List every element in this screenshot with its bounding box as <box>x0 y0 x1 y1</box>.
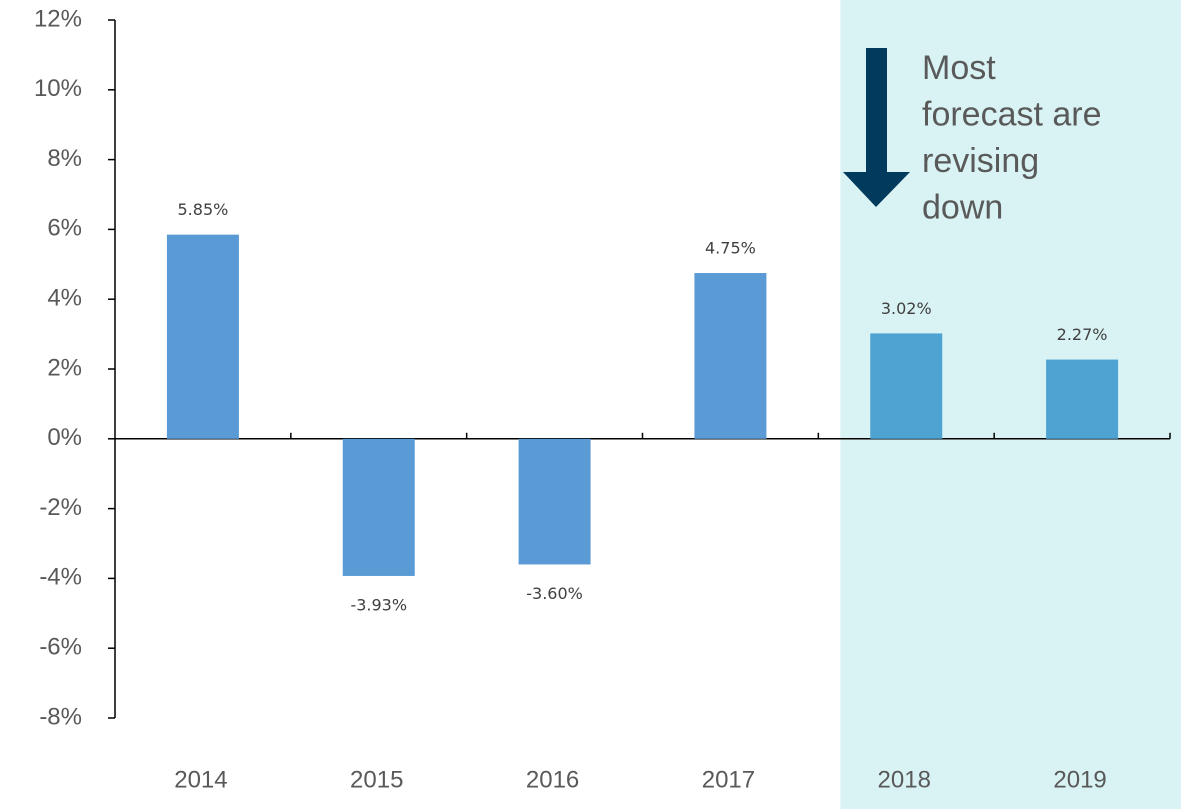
bar <box>166 234 239 439</box>
y-tick-label: 12% <box>34 5 82 32</box>
annotation-text: Most <box>922 49 996 87</box>
x-tick-label: 2016 <box>526 766 579 793</box>
y-tick-label: 10% <box>34 75 82 102</box>
y-tick-label: 4% <box>47 285 82 312</box>
y-tick-label: 2% <box>47 354 82 381</box>
y-tick-label: -8% <box>39 703 82 730</box>
value-label: -3.93% <box>350 595 407 614</box>
bar <box>1046 359 1119 439</box>
value-label: 5.85% <box>178 200 229 219</box>
y-tick-label: -2% <box>39 494 82 521</box>
y-tick-label: -4% <box>39 564 82 591</box>
value-label: 2.27% <box>1057 325 1108 344</box>
value-label: 3.02% <box>881 299 932 318</box>
y-tick-label: -6% <box>39 634 82 661</box>
y-tick-label: 8% <box>47 145 82 172</box>
x-tick-label: 2015 <box>350 766 403 793</box>
annotation-text: revising <box>922 142 1039 180</box>
bar <box>870 333 943 439</box>
annotation-arrow <box>843 48 910 207</box>
annotation-text: down <box>922 188 1003 226</box>
arrow-shaft <box>866 48 887 173</box>
annotation-text: forecast are <box>922 95 1102 133</box>
value-label: -3.60% <box>526 584 583 603</box>
x-tick-label: 2019 <box>1053 766 1106 793</box>
bar <box>694 273 767 439</box>
bar <box>518 438 591 565</box>
arrow-head <box>843 172 910 207</box>
y-tick-label: 6% <box>47 215 82 242</box>
value-label: 4.75% <box>705 239 756 258</box>
x-tick-label: 2014 <box>174 766 227 793</box>
y-tick-label: 0% <box>47 424 82 451</box>
x-tick-label: 2018 <box>878 766 931 793</box>
x-tick-label: 2017 <box>702 766 755 793</box>
bar <box>342 438 415 576</box>
